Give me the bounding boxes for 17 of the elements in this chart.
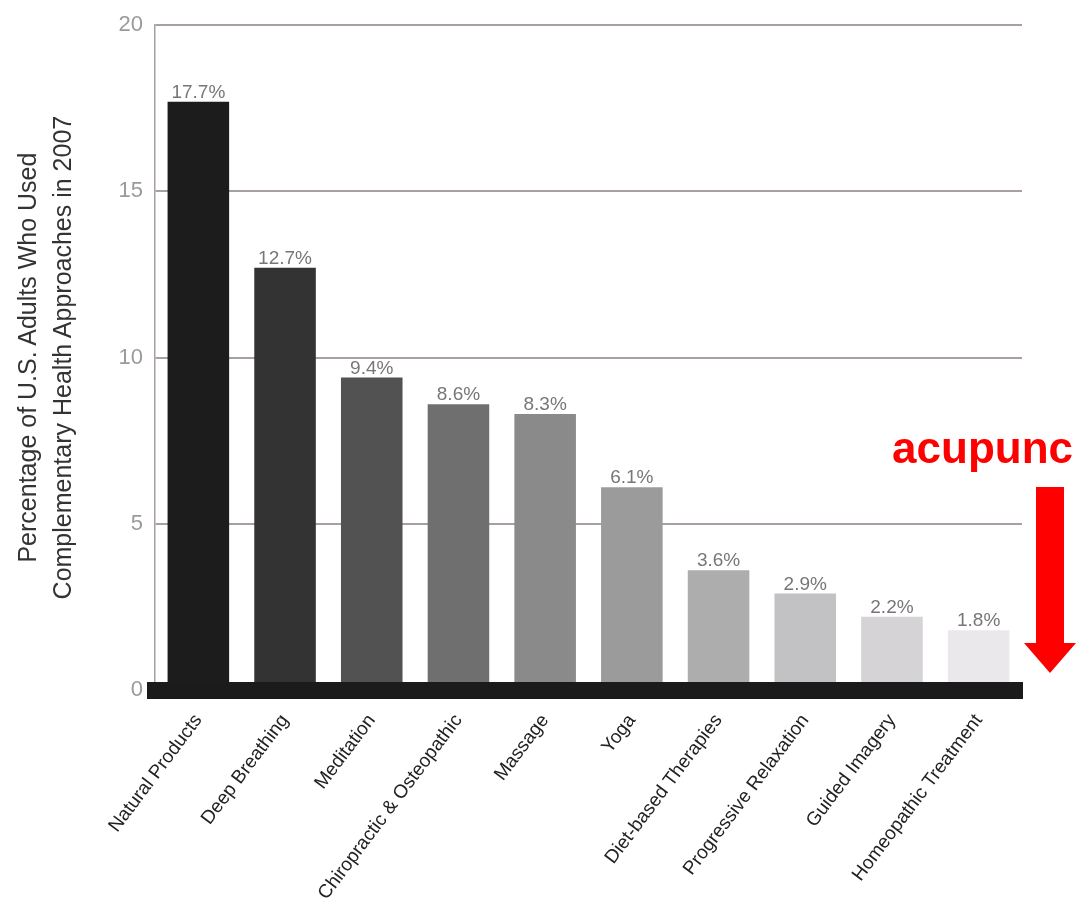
annotation: acupunc	[892, 423, 1073, 472]
data-label: 9.4%	[350, 356, 394, 378]
data-label: 2.9%	[783, 572, 828, 594]
data-label: 17.7%	[171, 80, 226, 102]
data-label: 8.6%	[436, 383, 481, 405]
y-tick-label: 15	[118, 177, 143, 203]
y-axis-title: Percentage of U.S. Adults Who Used Complementary Health Approaches in 2007	[13, 115, 77, 600]
data-label: 2.2%	[870, 595, 914, 617]
data-label: 3.6%	[696, 549, 741, 571]
y-tick-label: 10	[118, 343, 143, 369]
data-label: 8.3%	[523, 393, 567, 415]
y-tick-label: 0	[130, 676, 143, 702]
y-tick-label: 5	[130, 509, 143, 535]
data-label: 12.7%	[258, 246, 313, 268]
y-tick-label: 20	[118, 11, 143, 37]
data-label: 1.8%	[956, 609, 1001, 631]
data-label: 6.1%	[610, 466, 654, 488]
